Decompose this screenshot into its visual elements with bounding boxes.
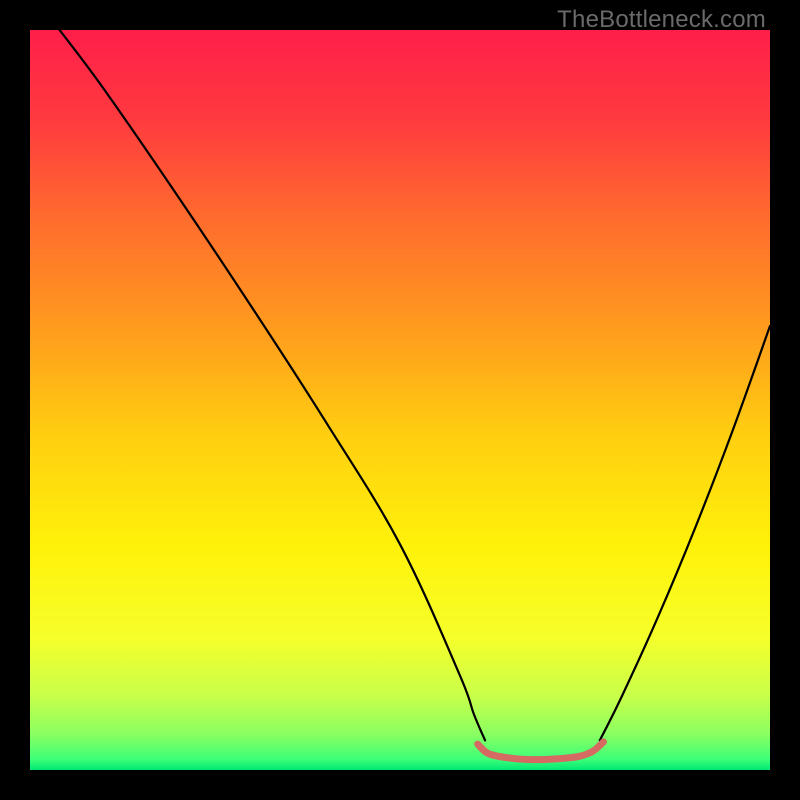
curve-right-ascent [600,326,770,740]
trough-marker [478,742,604,760]
chart-frame: TheBottleneck.com [0,0,800,800]
plot-area [30,30,770,770]
curves-layer [30,30,770,770]
watermark-text: TheBottleneck.com [557,6,766,34]
curve-left-descent [60,30,486,740]
